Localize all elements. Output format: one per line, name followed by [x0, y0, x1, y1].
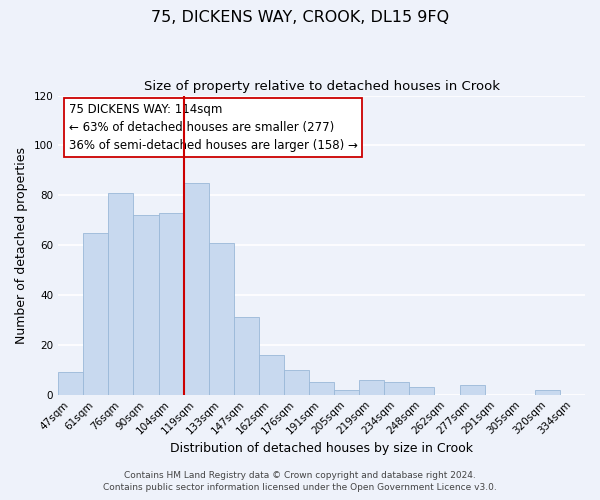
Text: 75, DICKENS WAY, CROOK, DL15 9FQ: 75, DICKENS WAY, CROOK, DL15 9FQ [151, 10, 449, 25]
X-axis label: Distribution of detached houses by size in Crook: Distribution of detached houses by size … [170, 442, 473, 455]
Bar [184, 183, 209, 394]
Bar [133, 215, 158, 394]
Y-axis label: Number of detached properties: Number of detached properties [15, 146, 28, 344]
Bar [234, 318, 259, 394]
Bar [359, 380, 385, 394]
Bar [409, 387, 434, 394]
Bar [158, 212, 184, 394]
Bar [58, 372, 83, 394]
Bar [385, 382, 409, 394]
Bar [309, 382, 334, 394]
Bar [460, 385, 485, 394]
Bar [535, 390, 560, 394]
Bar [83, 232, 109, 394]
Bar [334, 390, 359, 394]
Title: Size of property relative to detached houses in Crook: Size of property relative to detached ho… [143, 80, 500, 93]
Text: Contains HM Land Registry data © Crown copyright and database right 2024.
Contai: Contains HM Land Registry data © Crown c… [103, 471, 497, 492]
Bar [259, 355, 284, 395]
Text: 75 DICKENS WAY: 114sqm
← 63% of detached houses are smaller (277)
36% of semi-de: 75 DICKENS WAY: 114sqm ← 63% of detached… [69, 103, 358, 152]
Bar [284, 370, 309, 394]
Bar [209, 242, 234, 394]
Bar [109, 193, 133, 394]
